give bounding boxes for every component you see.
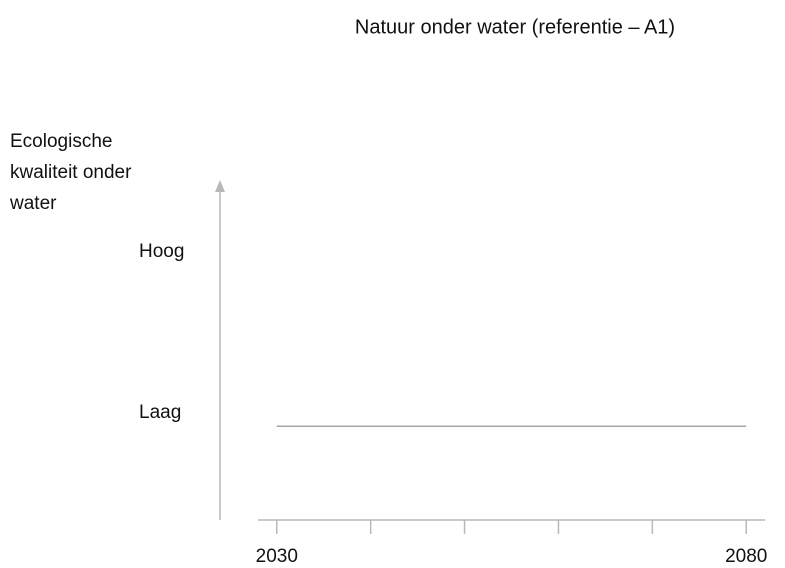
x-tick-label: 2080 xyxy=(725,546,767,567)
x-tick-label: 2030 xyxy=(256,546,298,567)
y-axis-label: Ecologische kwaliteit onder water xyxy=(10,131,132,214)
y-axis-arrow xyxy=(215,180,225,192)
chart-title: Natuur onder water (referentie – A1) xyxy=(355,16,675,38)
y-tick-label: Hoog xyxy=(139,241,184,262)
y-tick-label: Laag xyxy=(139,402,181,423)
